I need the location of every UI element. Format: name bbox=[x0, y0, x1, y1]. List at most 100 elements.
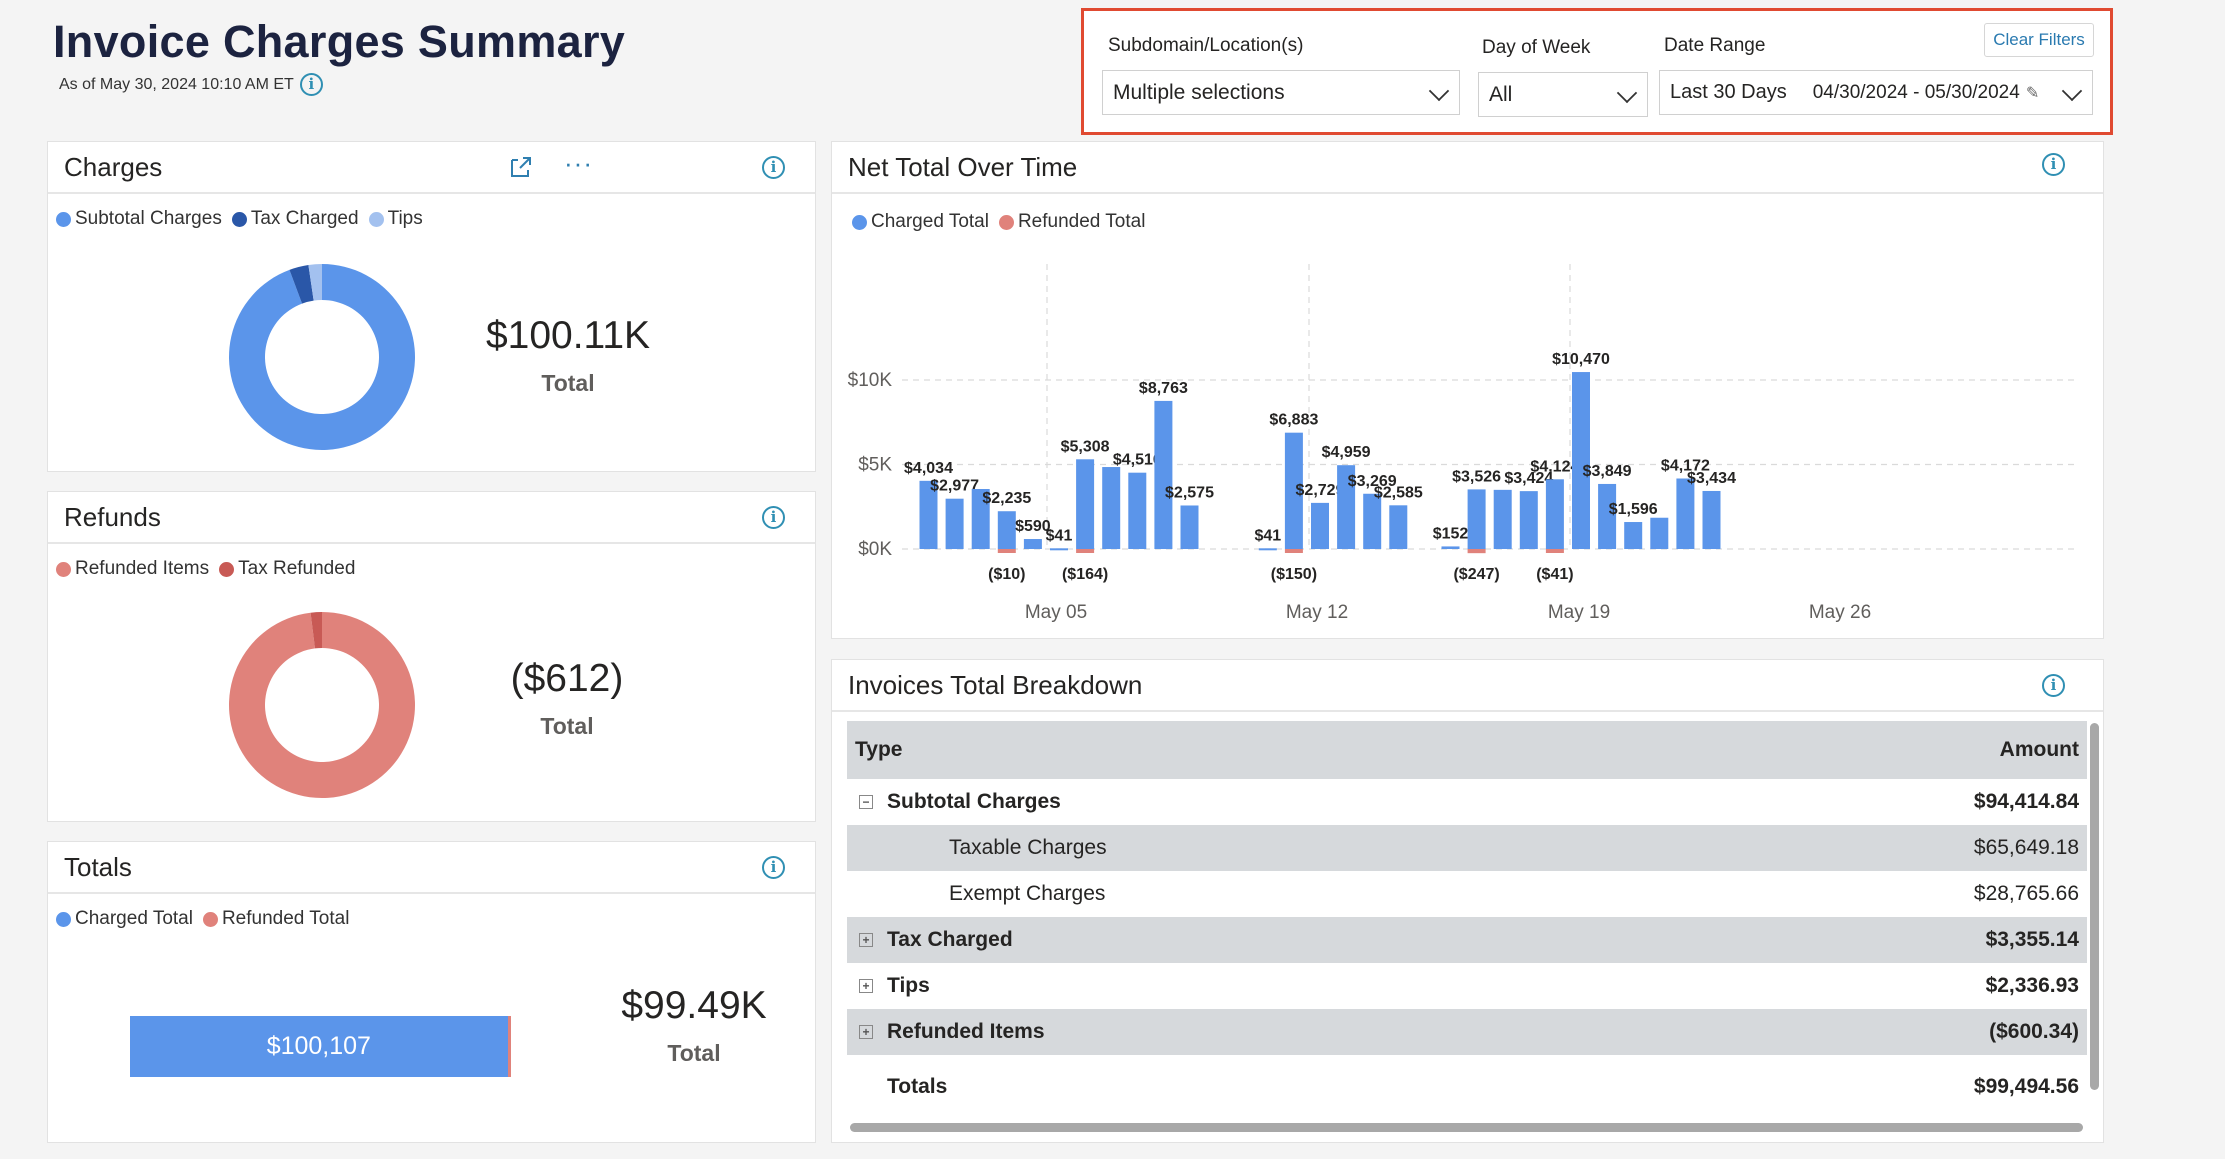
data-label: $4,516 bbox=[1113, 452, 1162, 469]
donut-slice[interactable] bbox=[289, 264, 314, 304]
info-icon[interactable]: i bbox=[762, 156, 785, 179]
charged-bar[interactable] bbox=[1076, 459, 1095, 549]
legend-item[interactable]: Tax Charged bbox=[231, 208, 359, 230]
charged-bar[interactable] bbox=[1311, 502, 1329, 549]
info-icon[interactable]: i bbox=[2042, 674, 2065, 697]
charged-bar[interactable] bbox=[1598, 483, 1617, 549]
charged-bar[interactable] bbox=[1337, 465, 1356, 549]
data-label: $590 bbox=[1015, 518, 1051, 535]
charged-bar[interactable] bbox=[1363, 493, 1382, 549]
info-icon[interactable]: i bbox=[762, 506, 785, 529]
charged-bar[interactable] bbox=[1467, 489, 1486, 549]
legend-item[interactable]: Tax Refunded bbox=[219, 558, 355, 580]
column-header-type[interactable]: Type bbox=[855, 738, 903, 761]
expand-icon[interactable]: + bbox=[859, 1025, 873, 1039]
refunded-bar[interactable] bbox=[1467, 549, 1486, 554]
data-label: $152 bbox=[1433, 525, 1469, 542]
legend-item[interactable]: Refunded Total bbox=[202, 908, 350, 930]
column-header-amount[interactable]: Amount bbox=[1999, 738, 2079, 761]
charged-bar[interactable] bbox=[1676, 478, 1695, 549]
charged-bar[interactable] bbox=[945, 498, 964, 549]
refunded-bar[interactable] bbox=[1545, 549, 1564, 553]
data-label: $2,729 bbox=[1296, 482, 1345, 499]
data-label: $41 bbox=[1046, 527, 1073, 544]
legend-swatch bbox=[998, 214, 1014, 230]
donut-slice[interactable] bbox=[308, 264, 322, 301]
charged-bar[interactable] bbox=[1284, 432, 1303, 549]
charged-bar[interactable] bbox=[1650, 517, 1669, 549]
legend-item[interactable]: Refunded Total bbox=[998, 211, 1145, 233]
table-row[interactable]: + Tax Charged $3,355.14 bbox=[847, 917, 2087, 963]
charged-bar[interactable] bbox=[1545, 479, 1564, 549]
data-label: $3,849 bbox=[1583, 463, 1632, 480]
info-icon[interactable]: i bbox=[762, 856, 785, 879]
table-row[interactable]: − Subtotal Charges $94,414.84 bbox=[847, 779, 2087, 825]
charged-bar[interactable] bbox=[1258, 548, 1277, 551]
totals-label: Totals bbox=[887, 1075, 948, 1098]
table-row[interactable]: Exempt Charges $28,765.66 bbox=[847, 871, 2087, 917]
data-label: $1,596 bbox=[1609, 501, 1658, 518]
legend-item[interactable]: Tips bbox=[368, 208, 423, 230]
row-type-label: Exempt Charges bbox=[949, 882, 1106, 905]
charged-bar[interactable] bbox=[1128, 472, 1147, 549]
charged-bar[interactable] bbox=[1493, 489, 1512, 549]
legend-label: Refunded Total bbox=[221, 908, 350, 929]
refunded-bar[interactable] bbox=[997, 549, 1016, 553]
date-range-select[interactable]: Last 30 Days 04/30/2024 - 05/30/2024 ✎ bbox=[1659, 70, 2093, 115]
charged-bar[interactable] bbox=[1519, 491, 1538, 549]
charged-bar[interactable] bbox=[971, 489, 990, 549]
table-row[interactable]: + Tips $2,336.93 bbox=[847, 963, 2087, 1009]
table-row[interactable]: Taxable Charges $65,649.18 bbox=[847, 825, 2087, 871]
filter-panel: Subdomain/Location(s) Multiple selection… bbox=[1081, 8, 2113, 135]
y-tick-label: $10K bbox=[848, 370, 893, 391]
charged-bar[interactable] bbox=[919, 480, 938, 549]
charged-bar[interactable] bbox=[1180, 505, 1199, 549]
refunds-total: ($612) Total bbox=[397, 657, 737, 740]
collapse-icon[interactable]: − bbox=[859, 795, 873, 809]
clear-filters-button[interactable]: Clear Filters bbox=[1984, 23, 2094, 57]
charged-bar[interactable] bbox=[1050, 548, 1068, 551]
info-icon[interactable]: i bbox=[299, 73, 323, 96]
legend-swatch bbox=[852, 214, 867, 230]
charged-bar[interactable] bbox=[1102, 467, 1121, 549]
charged-bar[interactable] bbox=[997, 511, 1016, 549]
data-label: $41 bbox=[1254, 527, 1281, 544]
pencil-icon[interactable]: ✎ bbox=[2025, 84, 2040, 102]
charges-header: Charges ··· i bbox=[48, 142, 815, 194]
legend-item[interactable]: Refunded Items bbox=[56, 558, 209, 580]
focus-mode-icon[interactable] bbox=[508, 154, 534, 180]
subdomain-select[interactable]: Multiple selections bbox=[1102, 70, 1460, 115]
donut-slice[interactable] bbox=[310, 612, 322, 649]
legend-item[interactable]: Charged Total bbox=[852, 211, 989, 233]
donut-slice[interactable] bbox=[229, 264, 415, 450]
data-label: $2,977 bbox=[930, 478, 979, 495]
expand-icon[interactable]: + bbox=[859, 979, 873, 993]
legend-item[interactable]: Subtotal Charges bbox=[56, 208, 222, 230]
totals-bar-track: $100,107 bbox=[130, 1016, 511, 1077]
horizontal-scrollbar[interactable] bbox=[850, 1123, 2083, 1132]
x-tick-label: May 26 bbox=[1809, 602, 1871, 623]
charged-bar[interactable] bbox=[1023, 539, 1042, 549]
charged-bar[interactable] bbox=[1389, 505, 1408, 549]
data-label: $2,585 bbox=[1374, 484, 1423, 501]
charged-bar[interactable] bbox=[1702, 490, 1721, 549]
charges-donut bbox=[229, 264, 415, 450]
charged-bar[interactable] bbox=[1441, 546, 1460, 549]
day-of-week-select[interactable]: All bbox=[1478, 72, 1648, 117]
data-label: $6,883 bbox=[1269, 412, 1318, 429]
vertical-scrollbar[interactable] bbox=[2090, 723, 2099, 1090]
info-icon[interactable]: i bbox=[2042, 153, 2065, 176]
legend-item[interactable]: Charged Total bbox=[56, 908, 193, 930]
refunded-bar[interactable] bbox=[1284, 549, 1303, 553]
refunded-bar[interactable] bbox=[1076, 549, 1095, 553]
donut-slice[interactable] bbox=[229, 612, 415, 798]
charged-bar[interactable] bbox=[1572, 372, 1590, 549]
charged-bar[interactable] bbox=[1624, 522, 1643, 549]
table-row[interactable]: + Refunded Items ($600.34) bbox=[847, 1009, 2087, 1055]
expand-icon[interactable]: + bbox=[859, 933, 873, 947]
row-amount-cell: $2,336.93 bbox=[1985, 974, 2079, 997]
charged-bar[interactable] bbox=[1154, 400, 1173, 549]
refund-data-label: ($150) bbox=[1271, 566, 1317, 583]
row-amount-cell: ($600.34) bbox=[1989, 1020, 2079, 1043]
more-options-icon[interactable]: ··· bbox=[564, 148, 593, 178]
